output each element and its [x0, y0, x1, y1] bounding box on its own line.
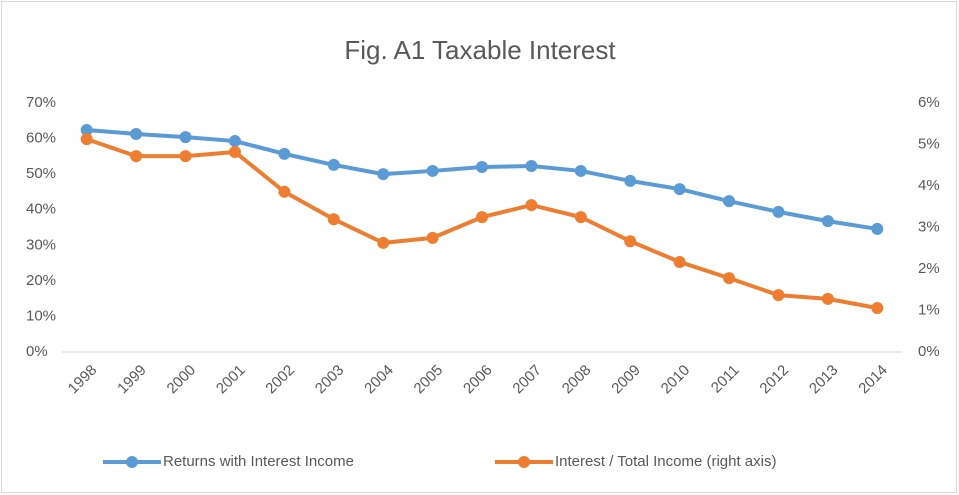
point	[130, 127, 143, 140]
y2-tick-label: 1%	[918, 301, 940, 318]
point	[426, 164, 439, 177]
point	[525, 159, 538, 172]
point	[723, 272, 736, 285]
y-tick-label: 0%	[26, 343, 48, 360]
y2-tick-label: 2%	[918, 260, 940, 277]
point	[821, 215, 834, 228]
point	[574, 211, 587, 224]
legend-marker	[518, 456, 530, 468]
point	[426, 231, 439, 244]
point	[772, 205, 785, 218]
point	[871, 302, 884, 315]
y2-tick-label: 6%	[918, 94, 940, 111]
point	[377, 168, 390, 181]
y2-tick-label: 4%	[918, 177, 940, 194]
legend-marker	[126, 456, 138, 468]
point	[228, 145, 241, 158]
legend-label: Returns with Interest Income	[163, 453, 354, 470]
point	[377, 236, 390, 249]
point	[821, 292, 834, 305]
y-tick-label: 10%	[26, 307, 56, 324]
point	[80, 133, 93, 146]
point	[673, 183, 686, 196]
point	[723, 195, 736, 208]
y2-tick-label: 0%	[918, 343, 940, 360]
point	[179, 131, 192, 144]
point	[327, 213, 340, 226]
point	[327, 158, 340, 171]
point	[525, 199, 538, 212]
y-tick-label: 60%	[26, 130, 56, 147]
point	[130, 150, 143, 163]
y-tick-label: 50%	[26, 165, 56, 182]
point	[624, 235, 637, 248]
y-tick-label: 20%	[26, 272, 56, 289]
point	[673, 255, 686, 268]
point	[80, 124, 93, 137]
legend-label: Interest / Total Income (right axis)	[555, 453, 776, 470]
point	[278, 185, 291, 198]
point	[476, 211, 488, 224]
y-tick-label: 70%	[26, 94, 56, 111]
y-tick-label: 40%	[26, 201, 56, 218]
y2-tick-label: 5%	[918, 135, 940, 152]
y2-tick-label: 3%	[918, 218, 940, 235]
y-tick-label: 30%	[26, 236, 56, 253]
point	[624, 174, 637, 187]
point	[772, 289, 785, 302]
chart-title: Fig. A1 Taxable Interest	[344, 35, 616, 65]
point	[476, 161, 488, 174]
point	[871, 222, 884, 235]
point	[574, 164, 587, 177]
point	[228, 135, 241, 148]
point	[179, 150, 192, 163]
point	[278, 147, 291, 160]
